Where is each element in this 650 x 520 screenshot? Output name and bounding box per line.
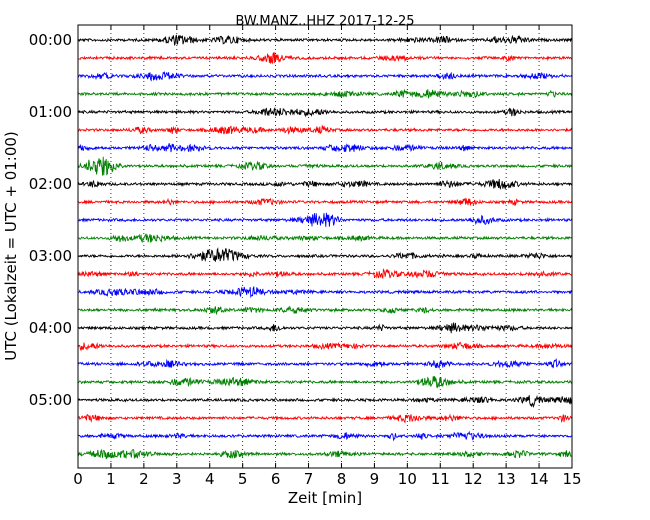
seismic-traces [77, 34, 573, 460]
trace-0200 [77, 179, 573, 190]
trace-0100 [77, 107, 573, 118]
x-tick-label-7: 7 [304, 470, 314, 488]
x-tick-label-12: 12 [464, 470, 483, 488]
y-tick-label-1: 01:00 [29, 103, 72, 121]
x-tick-label-5: 5 [238, 470, 248, 488]
trace-0030 [77, 71, 573, 82]
y-tick-label-0: 00:00 [29, 31, 72, 49]
x-tick-label-2: 2 [139, 470, 149, 488]
x-tick-label-14: 14 [530, 470, 549, 488]
y-tick-label-4: 04:00 [29, 319, 72, 337]
x-tick-label-1: 1 [106, 470, 116, 488]
trace-0145 [77, 156, 573, 176]
x-tick-label-3: 3 [172, 470, 182, 488]
x-tick-label-11: 11 [431, 470, 450, 488]
x-tick-label-15: 15 [562, 470, 581, 488]
x-tick-label-0: 0 [73, 470, 83, 488]
x-tick-label-4: 4 [205, 470, 215, 488]
chart-title: BW.MANZ..HHZ 2017-12-25 [235, 14, 414, 29]
trace-0445 [77, 376, 573, 389]
trace-0345 [77, 305, 573, 316]
y-tick-label-2: 02:00 [29, 175, 72, 193]
x-tick-label-13: 13 [497, 470, 516, 488]
y-tick-label-3: 03:00 [29, 247, 72, 265]
trace-0045 [77, 88, 573, 100]
trace-0230 [77, 212, 573, 227]
y-tick-label-5: 05:00 [29, 391, 72, 409]
trace-0400 [77, 322, 573, 334]
trace-0415 [77, 341, 573, 352]
x-axis: 0 1 2 3 4 5 6 7 8 9 10 11 12 13 14 15 [73, 25, 582, 488]
x-tick-label-8: 8 [337, 470, 347, 488]
x-tick-label-6: 6 [271, 470, 281, 488]
trace-0000 [77, 34, 573, 46]
x-tick-label-9: 9 [370, 470, 380, 488]
trace-0545 [77, 448, 572, 460]
y-axis-label: UTC (Lokalzeit = UTC + 01:00) [2, 131, 20, 361]
trace-0015 [77, 51, 573, 65]
trace-0330 [77, 285, 573, 299]
trace-0500 [77, 394, 573, 409]
trace-0130 [77, 143, 573, 153]
trace-0115 [77, 124, 573, 135]
plot-frame [77, 24, 573, 469]
trace-0430 [77, 358, 573, 370]
x-axis-label: Zeit [min] [288, 489, 362, 507]
trace-0530 [77, 430, 572, 442]
trace-0245 [77, 233, 572, 243]
trace-0215 [77, 197, 573, 207]
x-tick-label-10: 10 [398, 470, 417, 488]
trace-0515 [77, 413, 573, 424]
trace-0300 [77, 247, 573, 262]
y-axis: 00:00 01:00 02:00 03:00 04:00 05:00 [29, 31, 572, 409]
trace-0315 [77, 268, 573, 280]
